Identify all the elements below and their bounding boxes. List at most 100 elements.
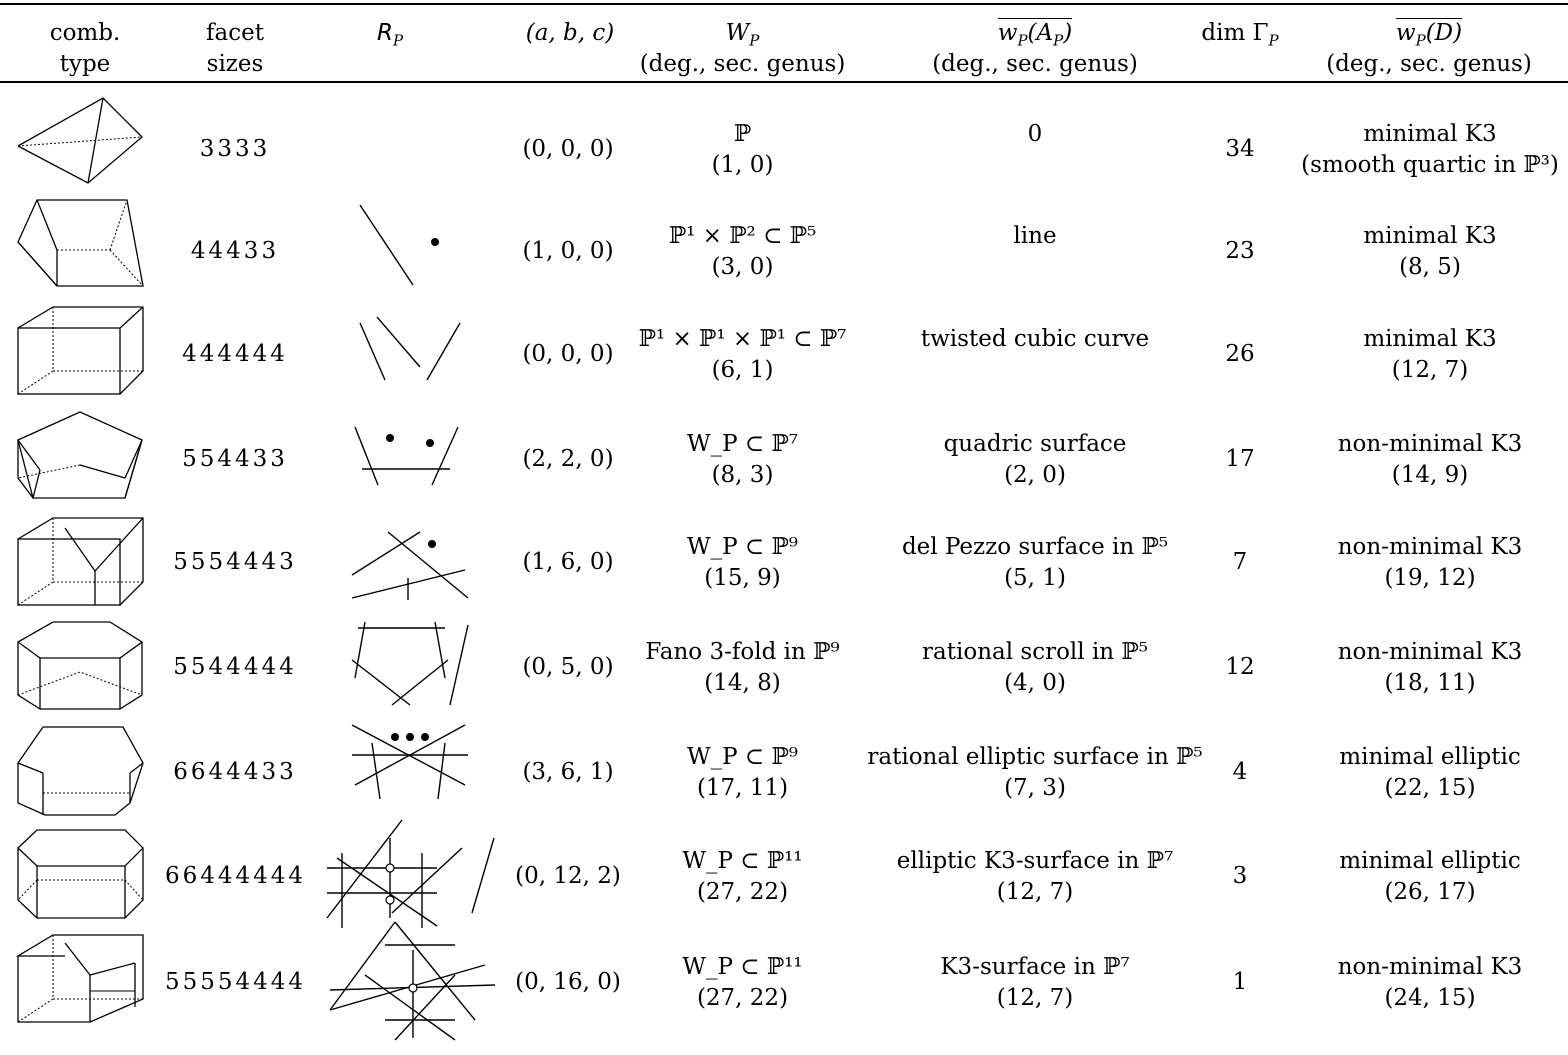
wp-cell: W_P ⊂ ℙ⁷ (8, 3) (625, 429, 860, 491)
wap-value: line (1013, 223, 1057, 249)
wp-cell: W_P ⊂ ℙ⁹ (15, 9) (625, 532, 860, 594)
wd-value: minimal K3 (1363, 121, 1497, 147)
abc-cell: (1, 0, 0) (522, 238, 614, 264)
wd-value: non-minimal K3 (1337, 534, 1523, 560)
wd-cell: non-minimal K3 (14, 9) (1295, 429, 1565, 491)
rp-star-lines-icon (329, 921, 496, 1041)
wd-deg-genus: (14, 9) (1391, 462, 1469, 488)
header-RP: RP (376, 20, 404, 50)
polytope-prism-triangle-icon (17, 199, 144, 287)
abc-cell: (3, 6, 1) (522, 759, 614, 785)
facet-sizes-cell: 444444 (182, 341, 288, 367)
wp-deg-genus: (27, 22) (696, 879, 789, 905)
wp-deg-genus: (15, 9) (704, 565, 781, 591)
polytope-hexagonal-prism-icon (17, 829, 144, 919)
wd-cell: minimal K3 (smooth quartic in ℙ³) (1295, 119, 1565, 181)
wap-value: 0 (1027, 121, 1043, 147)
wap-cell: rational elliptic surface in ℙ⁵ (7, 3) (845, 742, 1225, 804)
dim-cell: 26 (1225, 341, 1255, 367)
wd-deg-genus: (smooth quartic in ℙ³) (1301, 152, 1559, 178)
wap-cell: 0 (845, 119, 1225, 150)
wp-cell: W_P ⊂ ℙ¹¹ (27, 22) (625, 846, 860, 908)
wp-value: ℙ (733, 121, 752, 147)
wd-cell: non-minimal K3 (18, 11) (1295, 637, 1565, 699)
wd-value: minimal elliptic (1339, 848, 1521, 874)
table-header-rule (0, 81, 1568, 83)
header-facet-sizes: facet sizes (206, 20, 264, 77)
wap-value: quadric surface (943, 431, 1127, 457)
wap-cell: elliptic K3-surface in ℙ⁷ (12, 7) (845, 846, 1225, 908)
wp-deg-genus: (27, 22) (696, 985, 789, 1011)
wap-value: K3-surface in ℙ⁷ (940, 954, 1130, 980)
wp-value: W_P ⊂ ℙ¹¹ (682, 848, 803, 874)
wp-cell: W_P ⊂ ℙ⁹ (17, 11) (625, 742, 860, 804)
wp-value: Fano 3-fold in ℙ⁹ (645, 639, 840, 665)
polytope-truncated-prism-icon (15, 934, 144, 1023)
facet-sizes-cell: 55554444 (165, 969, 307, 995)
dim-cell: 17 (1225, 446, 1255, 472)
rp-three-lines-icon (359, 316, 461, 381)
wp-cell: Fano 3-fold in ℙ⁹ (14, 8) (625, 637, 860, 699)
abc-cell: (0, 16, 0) (515, 969, 621, 995)
rp-grid-lines-icon (326, 819, 495, 928)
wp-cell: W_P ⊂ ℙ¹¹ (27, 22) (625, 952, 860, 1014)
wap-cell: del Pezzo surface in ℙ⁵ (5, 1) (845, 532, 1225, 594)
wap-value: del Pezzo surface in ℙ⁵ (901, 534, 1169, 560)
wp-value: W_P ⊂ ℙ⁷ (686, 431, 799, 457)
wd-deg-genus: (26, 17) (1384, 879, 1476, 905)
wap-cell: line (845, 221, 1225, 252)
wp-cell: ℙ (1, 0) (625, 119, 860, 181)
abc-cell: (0, 0, 0) (522, 341, 614, 367)
header-WP: WP (deg., sec. genus) (639, 20, 846, 77)
wd-cell: minimal K3 (8, 5) (1295, 221, 1565, 283)
wd-cell: minimal K3 (12, 7) (1295, 324, 1565, 386)
wap-deg-genus: (4, 0) (1004, 670, 1066, 696)
wd-value: non-minimal K3 (1337, 639, 1523, 665)
facet-sizes-cell: 44433 (190, 238, 280, 264)
rp-line-point-icon (359, 204, 439, 286)
wd-value: minimal K3 (1363, 223, 1497, 249)
wp-value: ℙ¹ × ℙ¹ × ℙ¹ ⊂ ℙ⁷ (638, 326, 847, 352)
wp-value: W_P ⊂ ℙ⁹ (686, 744, 799, 770)
polytope-pentagon-icon (17, 411, 143, 499)
wd-value: non-minimal K3 (1337, 431, 1523, 457)
wp-cell: ℙ¹ × ℙ¹ × ℙ¹ ⊂ ℙ⁷ (6, 1) (625, 324, 860, 386)
wd-value: minimal K3 (1363, 326, 1497, 352)
header-wAP: wP(AP) (deg., sec. genus) (932, 18, 1138, 77)
header-abc: (a, b, c) (525, 20, 615, 46)
wap-deg-genus: (5, 1) (1004, 565, 1066, 591)
wp-value: W_P ⊂ ℙ¹¹ (682, 954, 803, 980)
abc-cell: (0, 0, 0) (522, 136, 614, 162)
wp-value: W_P ⊂ ℙ⁹ (686, 534, 799, 560)
abc-cell: (1, 6, 0) (522, 549, 614, 575)
facet-sizes-cell: 6644433 (173, 759, 297, 785)
wp-deg-genus: (14, 8) (704, 670, 781, 696)
wd-deg-genus: (8, 5) (1399, 254, 1461, 280)
facet-sizes-cell: 554433 (182, 446, 288, 472)
header-comb-type: comb. type (49, 20, 121, 77)
wap-value: rational scroll in ℙ⁵ (922, 639, 1148, 665)
dim-cell: 1 (1232, 969, 1248, 995)
wp-deg-genus: (6, 1) (711, 357, 774, 383)
header-wD: wP(D) (deg., sec. genus) (1326, 18, 1532, 77)
facet-sizes-cell: 3333 (199, 136, 271, 162)
dim-cell: 12 (1225, 654, 1255, 680)
wd-cell: minimal elliptic (22, 15) (1295, 742, 1565, 804)
wp-deg-genus: (8, 3) (711, 462, 774, 488)
wp-cell: ℙ¹ × ℙ² ⊂ ℙ⁵ (3, 0) (625, 221, 860, 283)
abc-cell: (2, 2, 0) (522, 446, 614, 472)
wd-deg-genus: (12, 7) (1391, 357, 1469, 383)
polytope-truncated-cube-icon (17, 517, 144, 606)
wd-deg-genus: (18, 11) (1384, 670, 1476, 696)
wp-deg-genus: (3, 0) (711, 254, 774, 280)
wap-value: rational elliptic surface in ℙ⁵ (867, 744, 1203, 770)
wd-value: minimal elliptic (1339, 744, 1521, 770)
polytope-pentagonal-prism-icon (16, 621, 144, 710)
dim-cell: 34 (1225, 136, 1255, 162)
wd-deg-genus: (24, 15) (1384, 985, 1476, 1011)
wap-cell: rational scroll in ℙ⁵ (4, 0) (845, 637, 1225, 699)
wd-value: non-minimal K3 (1337, 954, 1523, 980)
dim-cell: 3 (1232, 863, 1248, 889)
wd-cell: non-minimal K3 (24, 15) (1295, 952, 1565, 1014)
abc-cell: (0, 12, 2) (515, 863, 621, 889)
